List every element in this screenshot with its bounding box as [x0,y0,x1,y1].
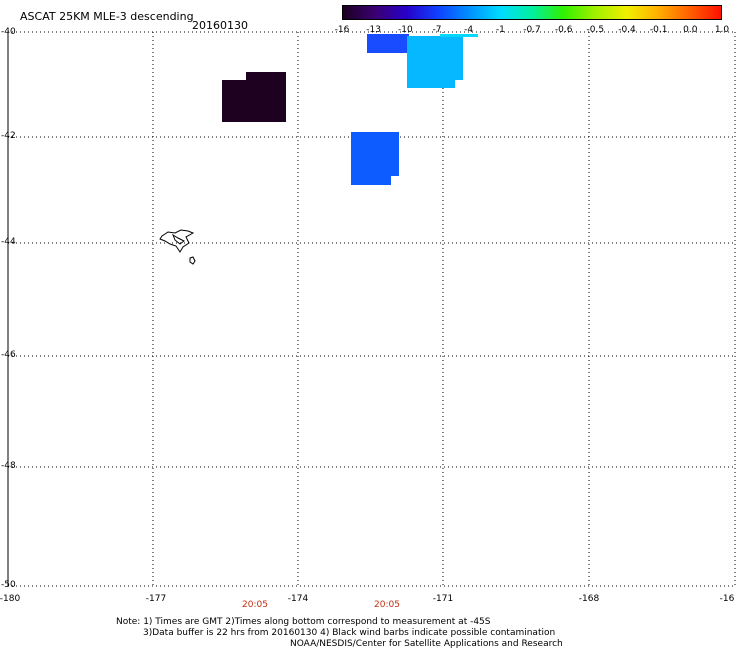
colorbar [342,5,722,20]
note-line-2: 3)Data buffer is 22 hrs from 20160130 4)… [143,628,556,638]
lat-label-48: -48 [1,461,16,471]
colorbar-tick-label: -16 [334,25,350,35]
lat-label-50: -50 [1,580,16,590]
lon-label-174: -174 [287,594,309,604]
colorbar-tick-label: -0.6 [554,25,573,35]
colorbar-tick-label: -0.4 [618,25,636,35]
lon-label-180: -180 [0,594,21,604]
lat-label-44: -44 [1,237,16,247]
lat-label-46: -46 [1,350,16,360]
latitude-gridlines [8,31,735,587]
colorbar-tick-label: -0.7 [523,25,541,35]
cell-cyan-1 [407,34,478,88]
lon-label-171: -171 [432,594,454,604]
cell-blue-1 [367,34,409,53]
colorbar-tick-label: -1 [495,25,505,35]
time-label-1: 20:05 [242,600,268,610]
colorbar-tick-label: -13 [366,25,382,35]
colorbar-tick-label: -7 [432,25,442,35]
cell-dark-1 [222,72,286,122]
colorbar-tick-label: -0.1 [649,25,668,35]
colorbar-tick-label: -0.5 [586,25,605,35]
lat-label-40: -40 [1,27,16,37]
island-outline [159,229,196,265]
note-line-3: NOAA/NESDIS/Center for Satellite Applica… [290,639,563,649]
time-label-2: 20:05 [374,600,400,610]
cell-blue-2 [351,132,399,185]
map-date: 20160130 [192,19,248,32]
lat-label-42: -42 [1,131,16,141]
lon-label-177: -177 [145,594,167,604]
colorbar-tick-label: -10 [397,25,413,35]
lon-label-165: -16 [719,594,735,604]
longitude-gridlines [152,32,736,586]
colorbar-tick-label: 0.0 [683,25,698,35]
colorbar-tick-label: -4 [464,25,474,35]
note-line-1: Note: 1) Times are GMT 2)Times along bot… [116,617,491,627]
lon-label-168: -168 [578,594,600,604]
colorbar-tick-label: 1.0 [714,25,730,35]
map-title: ASCAT 25KM MLE-3 descending [20,10,194,23]
